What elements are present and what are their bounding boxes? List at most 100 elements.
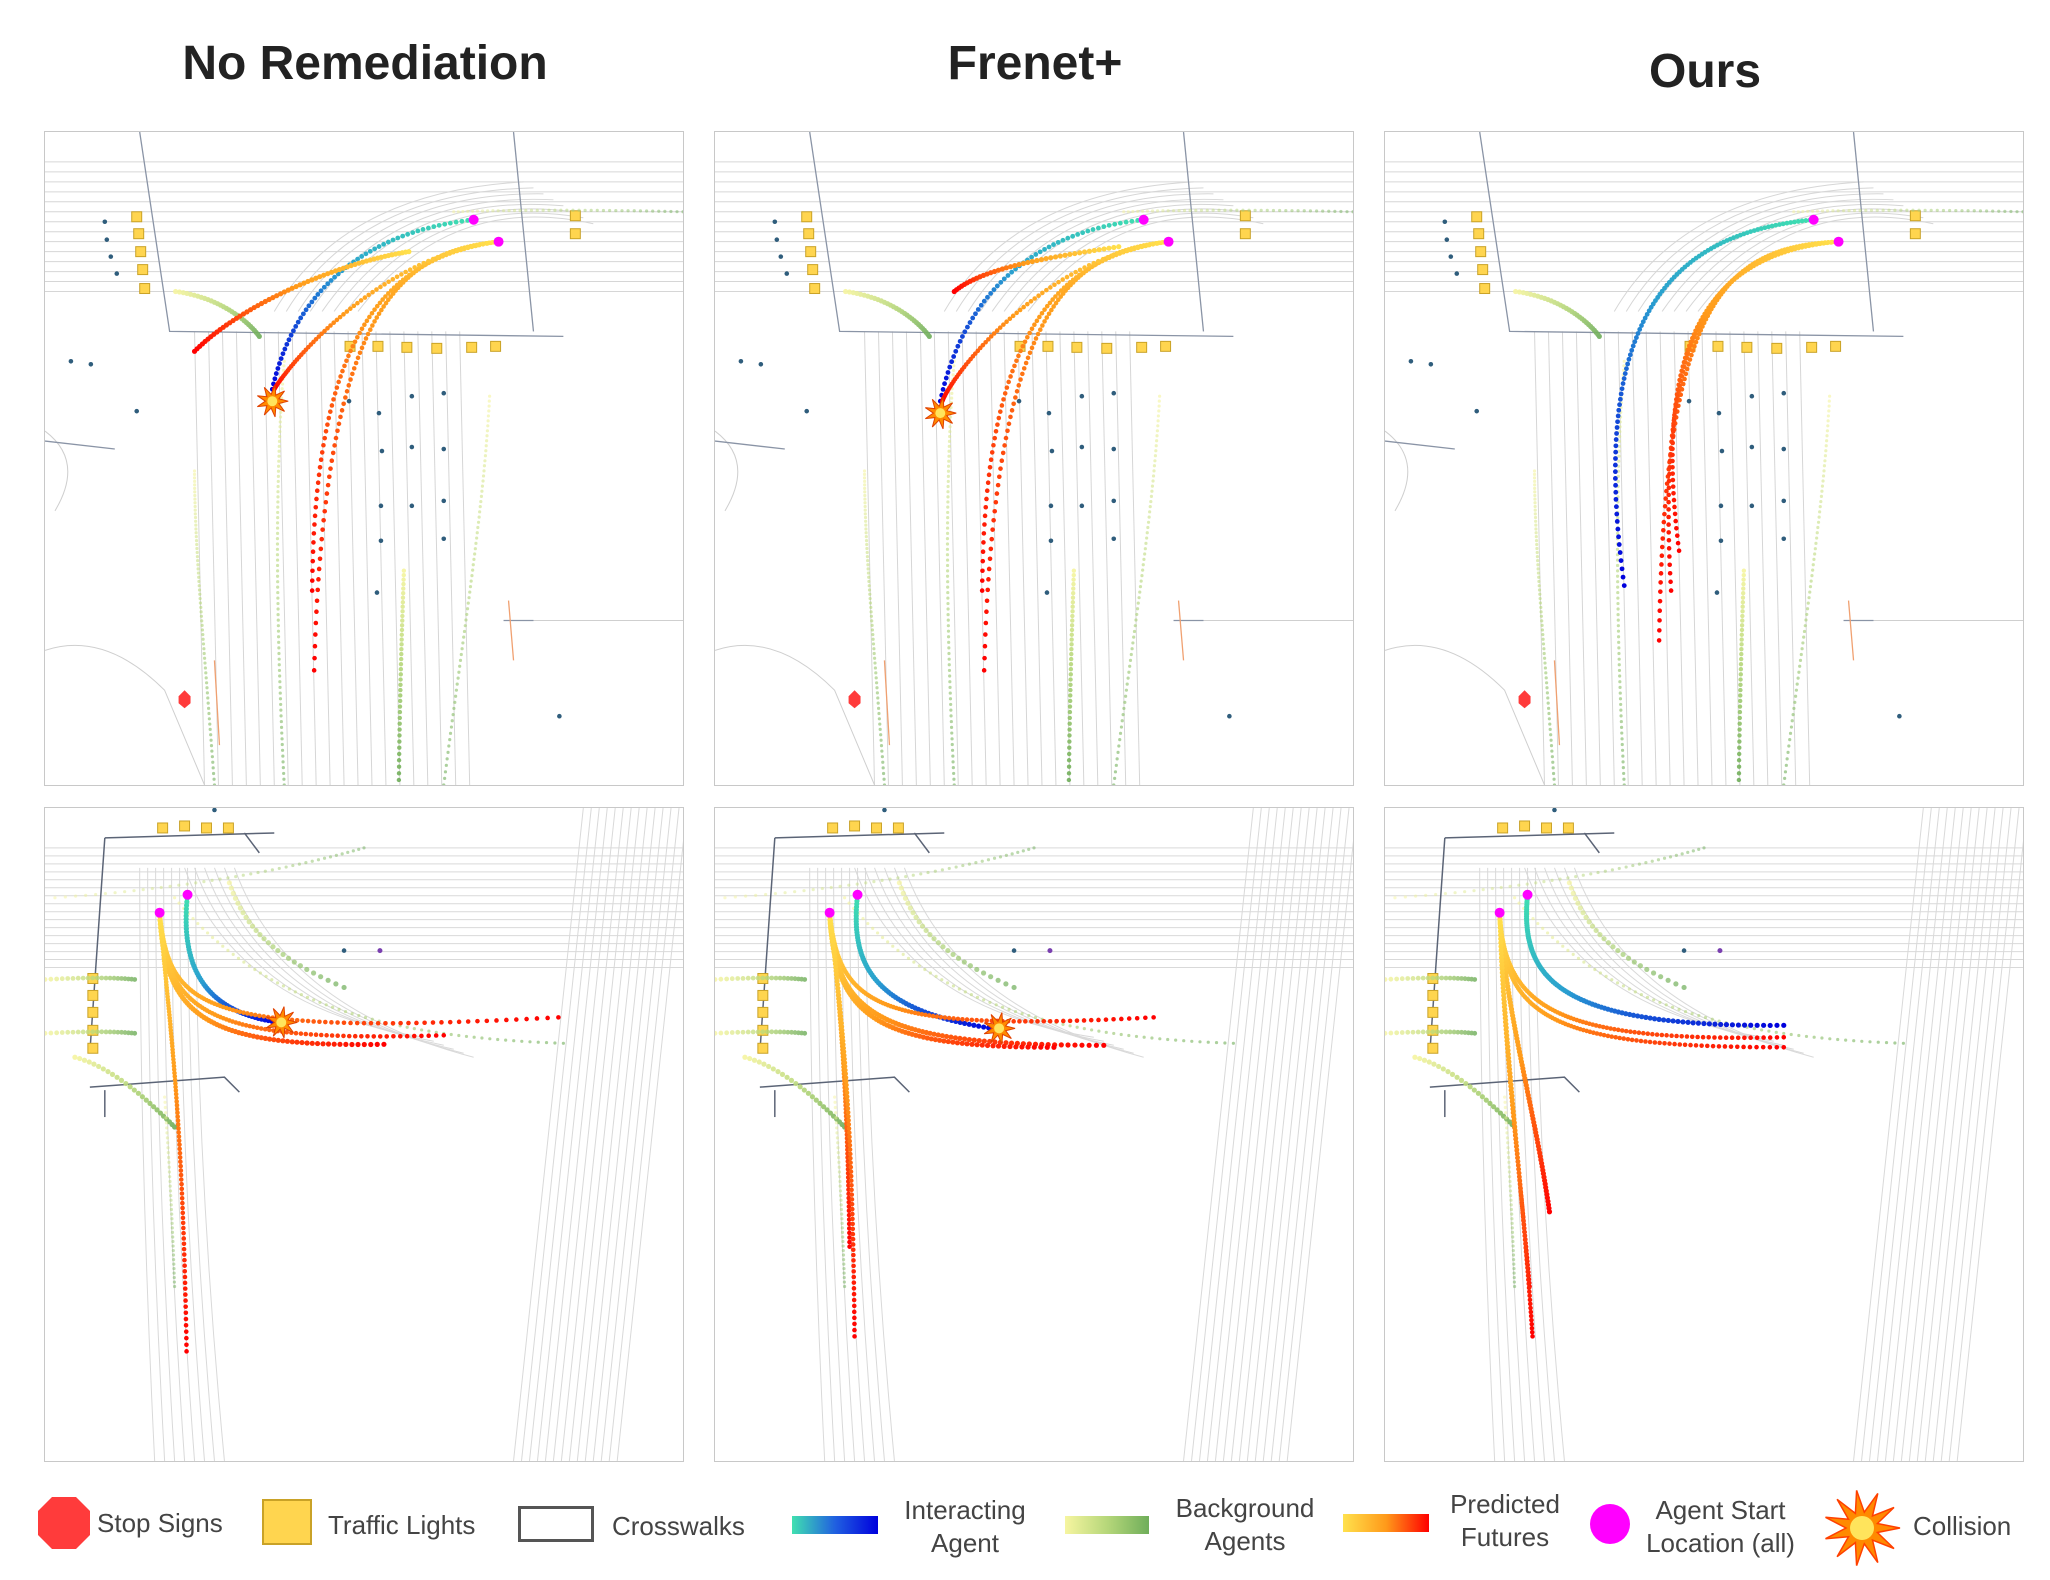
background-agent-trail bbox=[226, 880, 347, 991]
traffic-light-icon bbox=[87, 1006, 99, 1018]
predicted-future-trajectory bbox=[939, 239, 1171, 404]
collision-icon bbox=[257, 385, 289, 418]
predicted-future-trajectory bbox=[271, 239, 501, 392]
background-agent-trail bbox=[1792, 208, 2023, 214]
legend-agent-start: Agent Start Location (all) bbox=[1646, 1495, 1795, 1558]
background-agent-dots bbox=[1552, 808, 1687, 953]
background-agent-trail bbox=[862, 469, 887, 785]
traffic-light-icon bbox=[1497, 822, 1509, 834]
predicted-future-trajectory bbox=[1656, 239, 1841, 643]
agent-start-marker bbox=[1833, 236, 1844, 247]
traffic-light-icon bbox=[1541, 822, 1552, 834]
traffic-light-icon bbox=[87, 1042, 99, 1054]
crosswalk-outline bbox=[45, 132, 564, 746]
agent-start-marker bbox=[1138, 214, 1149, 225]
traffic-light-icon bbox=[1473, 228, 1485, 240]
legend-collision: Collision bbox=[1913, 1511, 2012, 1541]
background-agents-swatch bbox=[1065, 1516, 1149, 1534]
background-agent-trail bbox=[452, 208, 683, 214]
predicted-future-trajectory bbox=[1497, 910, 1787, 1041]
background-agent-trail bbox=[1112, 394, 1162, 785]
background-agent-trail bbox=[1122, 208, 1353, 214]
background-agent-trail bbox=[715, 1029, 808, 1036]
agent-start-marker bbox=[493, 236, 504, 247]
agent-start-marker bbox=[154, 907, 165, 918]
traffic-light-icon bbox=[1471, 211, 1483, 223]
background-agent-trail bbox=[72, 1054, 178, 1130]
legend-interacting-agent: Interacting Agent bbox=[904, 1495, 1026, 1558]
crosswalk-outline bbox=[1385, 132, 1904, 746]
traffic-light-icon bbox=[892, 822, 904, 834]
predicted-future-trajectory bbox=[157, 910, 189, 1354]
traffic-light-icon bbox=[569, 228, 581, 240]
traffic-light-icon bbox=[757, 1006, 769, 1018]
stop-sign-icon bbox=[848, 690, 861, 709]
traffic-light-icon bbox=[1239, 210, 1251, 222]
legend: Stop Signs Traffic Lights Crosswalks Int… bbox=[0, 1480, 2050, 1580]
interacting-agent-trajectory bbox=[1523, 892, 1787, 1029]
background-agent-trail bbox=[945, 359, 956, 785]
background-agent-dots bbox=[882, 808, 1017, 953]
background-agent-trail bbox=[275, 359, 286, 785]
agent-start-marker bbox=[824, 907, 835, 918]
traffic-light-icon bbox=[1562, 822, 1574, 834]
traffic-light-icon bbox=[1909, 228, 1921, 240]
agent-start-marker bbox=[468, 214, 479, 225]
background-agent-trail bbox=[442, 394, 492, 785]
lane-lines bbox=[45, 808, 683, 1461]
background-agent-trail bbox=[742, 1054, 848, 1130]
background-agent-trail bbox=[1503, 1095, 1517, 1289]
lane-lines bbox=[1385, 808, 2023, 1461]
background-agent-trail bbox=[1736, 568, 1747, 783]
stop-sign-icon bbox=[38, 1497, 90, 1549]
legend-stop-signs: Stop Signs bbox=[97, 1508, 223, 1538]
traffic-light-icon bbox=[1475, 246, 1487, 258]
traffic-light-icon bbox=[1042, 340, 1054, 352]
traffic-light-icon bbox=[807, 264, 819, 276]
background-agent-trail bbox=[723, 846, 1036, 900]
crosswalk-outline bbox=[89, 832, 275, 1118]
traffic-light-icon bbox=[201, 822, 212, 834]
traffic-light-icon bbox=[1477, 264, 1489, 276]
scene-map bbox=[1385, 132, 2023, 785]
predicted-future-trajectory bbox=[1497, 910, 1553, 1215]
legend-predicted-futures: Predicted Futures bbox=[1450, 1489, 1560, 1552]
predicted-future-trajectory bbox=[827, 910, 1107, 1048]
traffic-light-icon bbox=[466, 341, 478, 353]
background-agent-trail bbox=[1532, 469, 1557, 785]
traffic-light-icon bbox=[849, 820, 861, 832]
collision-icon bbox=[266, 1006, 298, 1039]
predicted-future-trajectory bbox=[951, 244, 1122, 295]
agent-start-marker bbox=[852, 889, 863, 900]
legend-traffic-lights: Traffic Lights bbox=[328, 1510, 476, 1540]
traffic-light-icon bbox=[1160, 340, 1172, 352]
panel-bottom-no-remediation bbox=[44, 807, 684, 1462]
background-agent-dot bbox=[377, 948, 383, 954]
background-agent-trail bbox=[45, 975, 138, 982]
legend-crosswalks: Crosswalks bbox=[612, 1511, 745, 1541]
traffic-light-icon bbox=[809, 283, 821, 295]
agent-start-marker bbox=[1808, 214, 1819, 225]
traffic-light-icon bbox=[135, 246, 147, 258]
crosswalk-outline bbox=[715, 132, 1234, 746]
background-agent-dots bbox=[738, 219, 1232, 719]
traffic-light-icon bbox=[1830, 340, 1842, 352]
traffic-light-icon bbox=[179, 820, 191, 832]
traffic-light-icon bbox=[1806, 341, 1818, 353]
traffic-light-icon bbox=[569, 210, 581, 222]
stop-sign-icon bbox=[1518, 690, 1531, 709]
traffic-light-icon bbox=[137, 264, 149, 276]
background-agent-trail bbox=[396, 568, 407, 783]
crosswalk-outline bbox=[759, 832, 945, 1118]
panel-top-frenet-plus bbox=[714, 131, 1354, 786]
traffic-light-icon bbox=[401, 341, 413, 353]
background-agent-trail bbox=[1385, 1029, 1478, 1036]
legend-background-agents: Background Agents bbox=[1175, 1493, 1315, 1556]
interacting-agent-swatch bbox=[792, 1516, 878, 1534]
background-agent-dots bbox=[212, 808, 347, 953]
traffic-light-icon bbox=[262, 1499, 312, 1545]
traffic-light-icon bbox=[139, 283, 151, 295]
panel-top-no-remediation bbox=[44, 131, 684, 786]
scene-map bbox=[715, 132, 1353, 785]
traffic-light-icon bbox=[1101, 342, 1113, 354]
